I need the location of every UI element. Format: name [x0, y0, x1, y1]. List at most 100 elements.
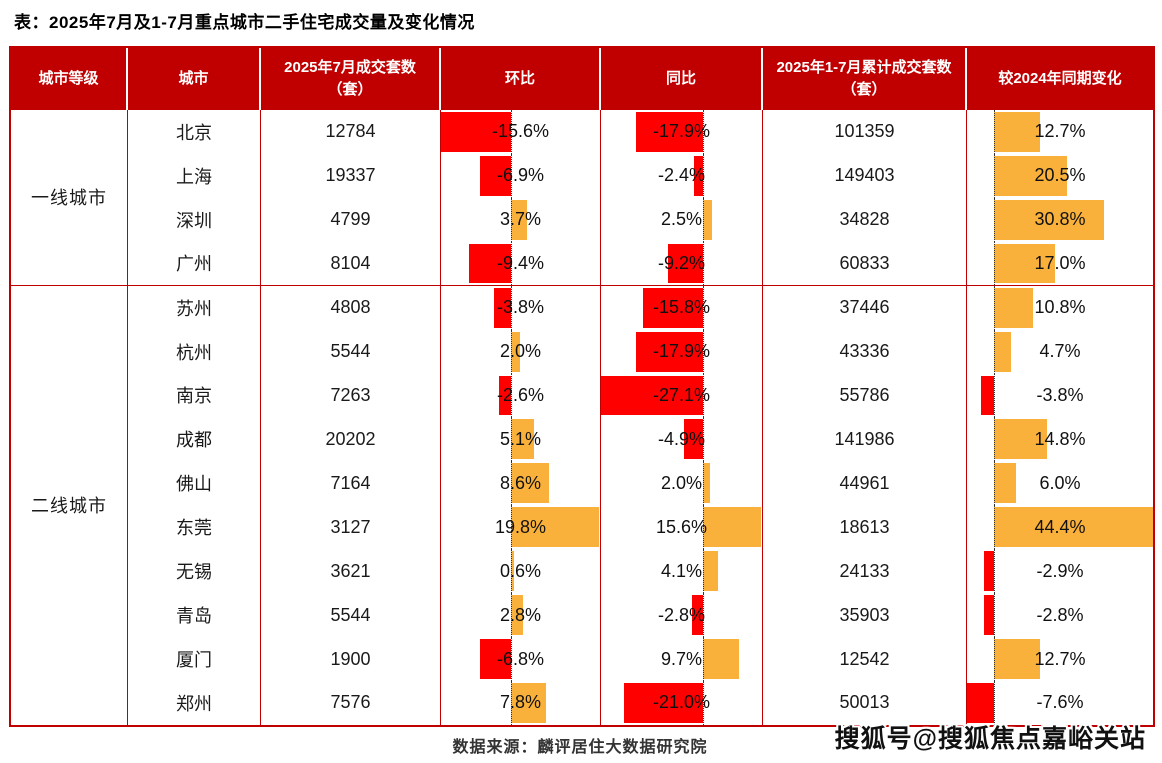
zero-axis-line	[510, 197, 512, 242]
cum-units-cell: 34828	[763, 197, 967, 242]
mom-bar-cell: 8.6%	[441, 461, 601, 506]
city-cell: 东莞	[128, 505, 261, 550]
vs_2024-bar	[994, 463, 1016, 504]
mom-bar	[510, 419, 534, 460]
mom-label: -6.8%	[496, 648, 545, 669]
city-cell: 佛山	[128, 461, 261, 506]
mom-bar-cell: 2.0%	[441, 329, 601, 374]
zero-axis-line	[510, 505, 512, 550]
mom-bar-cell: 2.8%	[441, 593, 601, 638]
zero-axis-line	[510, 373, 512, 418]
yoy-label: -4.9%	[657, 428, 706, 449]
cum-units-cell: 50013	[763, 680, 967, 725]
mom-bar-cell: -6.8%	[441, 637, 601, 681]
vs_2024-label: 12.7%	[1034, 648, 1086, 669]
cum-units-cell: 43336	[763, 329, 967, 374]
vs_2024-label: 10.8%	[1034, 297, 1086, 318]
city-cell: 广州	[128, 241, 261, 286]
zero-axis-line	[510, 549, 512, 594]
yoy-bar	[684, 419, 703, 460]
zero-axis-line	[510, 153, 512, 198]
mom-bar	[510, 682, 546, 723]
vs_2024-bar	[967, 682, 995, 723]
jul-units-cell: 3621	[261, 549, 441, 594]
mom-bar	[499, 375, 511, 416]
zero-axis-line	[994, 153, 996, 198]
vs_2024-bar	[994, 507, 1153, 548]
vs_2024-label: -3.8%	[1036, 384, 1084, 405]
zero-axis-line	[702, 680, 704, 725]
vs_2024-label: 44.4%	[1034, 516, 1086, 537]
column-header-6: 较2024年同期变化	[967, 48, 1153, 110]
cum-units-cell: 44961	[763, 461, 967, 506]
column-header-1: 城市	[128, 48, 261, 110]
mom-bar	[468, 243, 511, 283]
zero-axis-line	[510, 241, 512, 285]
yoy-bar-cell: -17.9%	[601, 329, 763, 374]
yoy-label: 15.6%	[655, 516, 708, 537]
vs_2024-label: 20.5%	[1034, 165, 1086, 186]
yoy-label: -17.9%	[652, 121, 711, 142]
vs_2024-bar	[983, 551, 995, 592]
cum-units-cell: 18613	[763, 505, 967, 550]
yoy-bar-cell: 2.0%	[601, 461, 763, 506]
zero-axis-line	[994, 329, 996, 374]
yoy-bar	[692, 595, 703, 636]
jul-units-cell: 12784	[261, 110, 441, 154]
vs_2024-bar	[984, 595, 995, 636]
zero-axis-line	[702, 461, 704, 506]
jul-units-cell: 7164	[261, 461, 441, 506]
cum-units-cell: 35903	[763, 593, 967, 638]
zero-axis-line	[510, 110, 512, 154]
vs_2024-label: 4.7%	[1039, 341, 1081, 362]
yoy-bar	[668, 243, 703, 283]
mom-bar-cell: 3.7%	[441, 197, 601, 242]
mom-label: 3.7%	[499, 209, 542, 230]
city-cell: 北京	[128, 110, 261, 154]
mom-bar	[510, 551, 514, 592]
yoy-label: -27.1%	[652, 384, 711, 405]
mom-label: -2.6%	[496, 384, 545, 405]
mom-bar	[510, 199, 528, 240]
cum-units-cell: 101359	[763, 110, 967, 154]
yoy-bar	[702, 463, 711, 504]
mom-bar	[480, 639, 511, 679]
mom-bar	[493, 287, 511, 328]
cum-units-cell: 24133	[763, 549, 967, 594]
zero-axis-line	[994, 110, 996, 154]
vs_2024-label: -7.6%	[1036, 692, 1084, 713]
cum-units-cell: 37446	[763, 285, 967, 330]
zero-axis-line	[702, 197, 704, 242]
yoy-bar-cell: -27.1%	[601, 373, 763, 418]
zero-axis-line	[510, 593, 512, 638]
mom-label: 2.8%	[499, 604, 542, 625]
city-cell: 苏州	[128, 285, 261, 330]
zero-axis-line	[994, 461, 996, 506]
zero-axis-line	[994, 373, 996, 418]
vs_2024-bar-cell: 4.7%	[967, 329, 1153, 374]
yoy-bar-cell: 4.1%	[601, 549, 763, 594]
mom-bar-cell: -3.8%	[441, 285, 601, 330]
jul-units-cell: 1900	[261, 637, 441, 681]
cum-units-cell: 141986	[763, 417, 967, 462]
vs_2024-bar-cell: 12.7%	[967, 637, 1153, 681]
vs_2024-bar-cell: 10.8%	[967, 285, 1153, 330]
yoy-label: -17.9%	[652, 341, 711, 362]
jul-units-cell: 8104	[261, 241, 441, 286]
zero-axis-line	[702, 505, 704, 550]
yoy-bar	[702, 507, 762, 548]
mom-bar-cell: -2.6%	[441, 373, 601, 418]
yoy-label: 2.5%	[660, 209, 703, 230]
zero-axis-line	[994, 549, 996, 594]
city-cell: 成都	[128, 417, 261, 462]
tier-cell-1: 二线城市	[11, 285, 128, 725]
mom-bar-cell: 0.6%	[441, 549, 601, 594]
zero-axis-line	[994, 197, 996, 242]
mom-label: 0.6%	[499, 560, 542, 581]
zero-axis-line	[994, 637, 996, 681]
cum-units-cell: 60833	[763, 241, 967, 286]
zero-axis-line	[702, 241, 704, 285]
sohu-watermark: 搜狐号@搜狐焦点嘉峪关站	[834, 725, 1146, 753]
vs_2024-label: 30.8%	[1034, 209, 1086, 230]
zero-axis-line	[510, 680, 512, 725]
